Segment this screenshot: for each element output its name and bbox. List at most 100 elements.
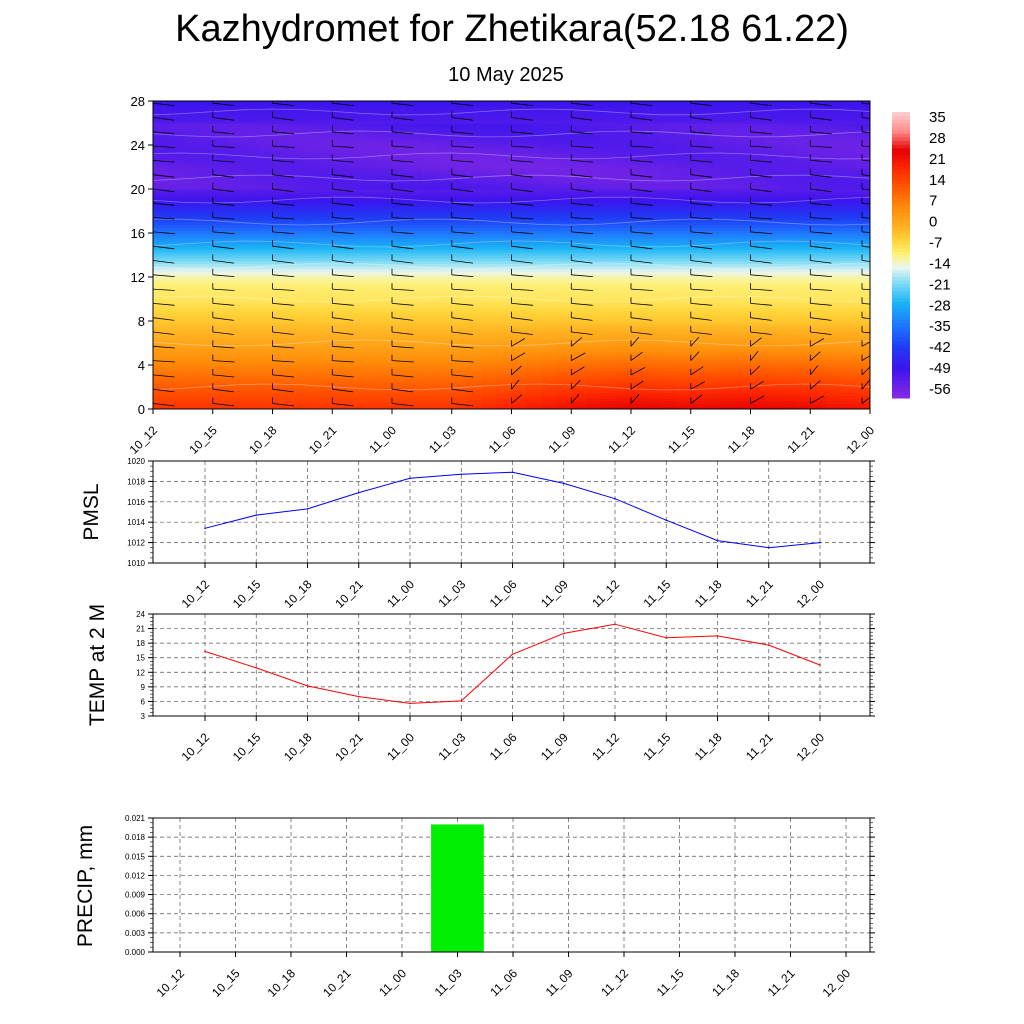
heatmap-cell xyxy=(466,257,483,262)
heatmap-cell xyxy=(601,200,617,204)
heatmap-cell xyxy=(481,213,498,218)
heatmap-cell xyxy=(750,389,767,394)
heatmap-cell xyxy=(765,246,781,251)
heatmap-cell xyxy=(197,354,214,358)
heatmap-cell xyxy=(795,134,811,138)
heatmap-cell xyxy=(541,362,557,366)
heatmap-cell xyxy=(242,172,259,176)
heatmap-cell xyxy=(287,147,303,152)
heatmap-cell xyxy=(571,387,587,391)
heatmap-cell xyxy=(735,354,752,358)
heatmap-cell xyxy=(735,367,752,372)
heatmap-cell xyxy=(347,205,363,209)
heatmap-cell xyxy=(660,112,677,116)
heatmap-cell xyxy=(332,112,348,116)
heatmap-cell xyxy=(675,178,692,182)
heatmap-cell xyxy=(541,359,557,363)
heatmap-cell xyxy=(332,109,348,113)
heatmap-cell xyxy=(765,158,781,163)
heatmap-cell xyxy=(436,208,453,212)
heatmap-cell xyxy=(705,233,722,237)
heatmap-cell xyxy=(257,301,274,306)
heatmap-cell xyxy=(153,241,169,245)
heatmap-cell xyxy=(406,266,423,270)
heatmap-cell xyxy=(197,222,214,226)
heatmap-cell xyxy=(780,359,796,363)
heatmap-cell xyxy=(466,227,483,231)
heatmap-cell xyxy=(645,400,662,405)
heatmap-cell xyxy=(735,233,752,237)
heatmap-cell xyxy=(645,315,662,319)
heatmap-cell xyxy=(541,282,557,286)
heatmap-cell xyxy=(780,158,796,163)
heatmap-cell xyxy=(421,340,438,344)
heatmap-cell xyxy=(347,337,363,341)
heatmap-cell xyxy=(302,208,318,212)
heatmap-cell xyxy=(227,348,244,352)
heatmap-cell xyxy=(705,403,722,407)
heatmap-cell xyxy=(660,285,677,289)
heatmap-cell xyxy=(212,189,229,193)
heatmap-cell xyxy=(795,367,811,372)
heatmap-cell xyxy=(601,384,617,388)
heatmap-cell xyxy=(616,186,632,190)
heatmap-cell xyxy=(631,318,647,322)
heatmap-cell xyxy=(795,257,811,262)
heatmap-cell xyxy=(377,172,393,176)
heatmap-cell xyxy=(451,244,468,248)
heatmap-cell xyxy=(735,117,752,121)
heatmap-cell xyxy=(571,191,587,196)
heatmap-cell xyxy=(153,301,169,306)
heatmap-cell xyxy=(526,367,542,372)
heatmap-cell xyxy=(377,326,393,330)
heatmap-cell xyxy=(272,301,289,306)
heatmap-cell xyxy=(167,134,184,138)
heatmap-cell xyxy=(212,109,229,113)
heatmap-cell xyxy=(705,318,722,322)
heatmap-cell xyxy=(436,191,453,196)
heatmap-cell xyxy=(780,348,796,352)
heatmap-cell xyxy=(511,348,528,352)
heatmap-cell xyxy=(660,398,677,402)
heatmap-cell xyxy=(197,304,214,308)
heatmap-cell xyxy=(167,186,184,190)
heatmap-cell xyxy=(466,208,483,212)
heatmap-cell xyxy=(227,356,244,361)
heatmap-cell xyxy=(332,329,348,333)
heatmap-cell xyxy=(660,183,677,187)
heatmap-cell xyxy=(616,153,632,157)
heatmap-cell xyxy=(347,238,363,242)
heatmap-cell xyxy=(511,329,528,333)
heatmap-cell xyxy=(541,252,557,256)
heatmap-cell xyxy=(377,200,393,204)
heatmap-cell xyxy=(735,112,752,116)
heatmap-cell xyxy=(481,378,498,383)
heatmap-cell xyxy=(720,392,737,396)
heatmap-cell xyxy=(556,296,572,300)
heatmap-cell xyxy=(765,365,781,369)
heatmap-cell xyxy=(586,266,602,270)
heatmap-cell xyxy=(750,101,767,105)
heatmap-cell xyxy=(690,381,707,385)
heatmap-cell xyxy=(690,356,707,361)
heatmap-cell xyxy=(750,290,767,295)
heatmap-cell xyxy=(511,387,528,391)
heatmap-cell xyxy=(765,376,781,380)
heatmap-cell xyxy=(392,252,408,256)
heatmap-cell xyxy=(466,200,483,204)
heatmap-cell xyxy=(212,150,229,154)
heatmap-cell xyxy=(242,114,259,119)
heatmap-cell xyxy=(645,244,662,248)
heatmap-cell xyxy=(616,351,632,355)
heatmap-cell xyxy=(167,263,184,267)
heatmap-cell xyxy=(167,384,184,388)
heatmap-cell xyxy=(287,114,303,119)
heatmap-cell xyxy=(392,381,408,385)
heatmap-cell xyxy=(436,260,453,264)
heatmap-cell xyxy=(257,340,274,344)
heatmap-cell xyxy=(780,356,796,361)
heatmap-cell xyxy=(466,186,483,190)
heatmap-cell xyxy=(675,136,692,141)
heatmap-cell xyxy=(406,197,423,201)
heatmap-cell xyxy=(167,211,184,215)
